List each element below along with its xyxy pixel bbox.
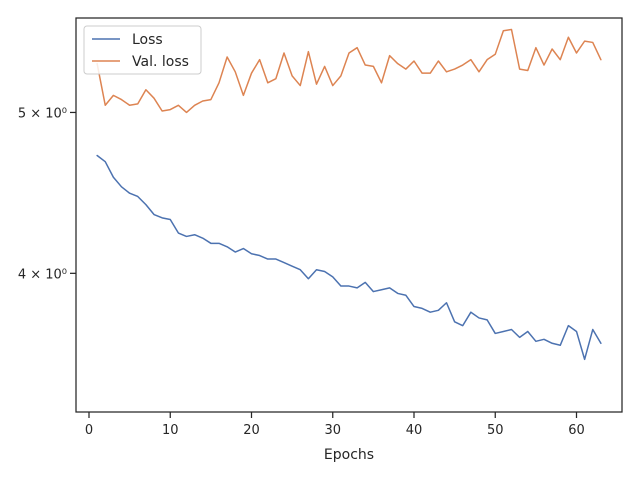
y-axis: 4 × 10⁰ 5 × 10⁰ xyxy=(18,106,76,282)
plot-background xyxy=(76,18,622,412)
x-tick-label: 40 xyxy=(406,423,423,438)
x-tick-label: 0 xyxy=(85,423,93,438)
x-axis: 0 10 20 30 40 50 60 xyxy=(85,412,585,438)
x-tick-label: 30 xyxy=(324,423,341,438)
x-tick-label: 20 xyxy=(243,423,260,438)
legend-label-loss: Loss xyxy=(132,32,163,48)
series-line-val-loss xyxy=(96,28,602,114)
y-tick-label: 5 × 10⁰ xyxy=(18,106,67,121)
x-tick-label: 60 xyxy=(568,423,585,438)
legend-box xyxy=(83,25,202,75)
legend: Loss Val. loss xyxy=(83,25,202,75)
series-lines xyxy=(96,28,602,361)
x-axis-label: Epochs xyxy=(324,447,374,463)
plot-frame xyxy=(75,17,623,413)
legend-label-val-loss: Val. loss xyxy=(132,54,189,70)
series-line-loss xyxy=(96,154,602,361)
y-tick-label: 4 × 10⁰ xyxy=(18,267,67,282)
x-tick-label: 50 xyxy=(487,423,504,438)
x-tick-label: 10 xyxy=(162,423,179,438)
